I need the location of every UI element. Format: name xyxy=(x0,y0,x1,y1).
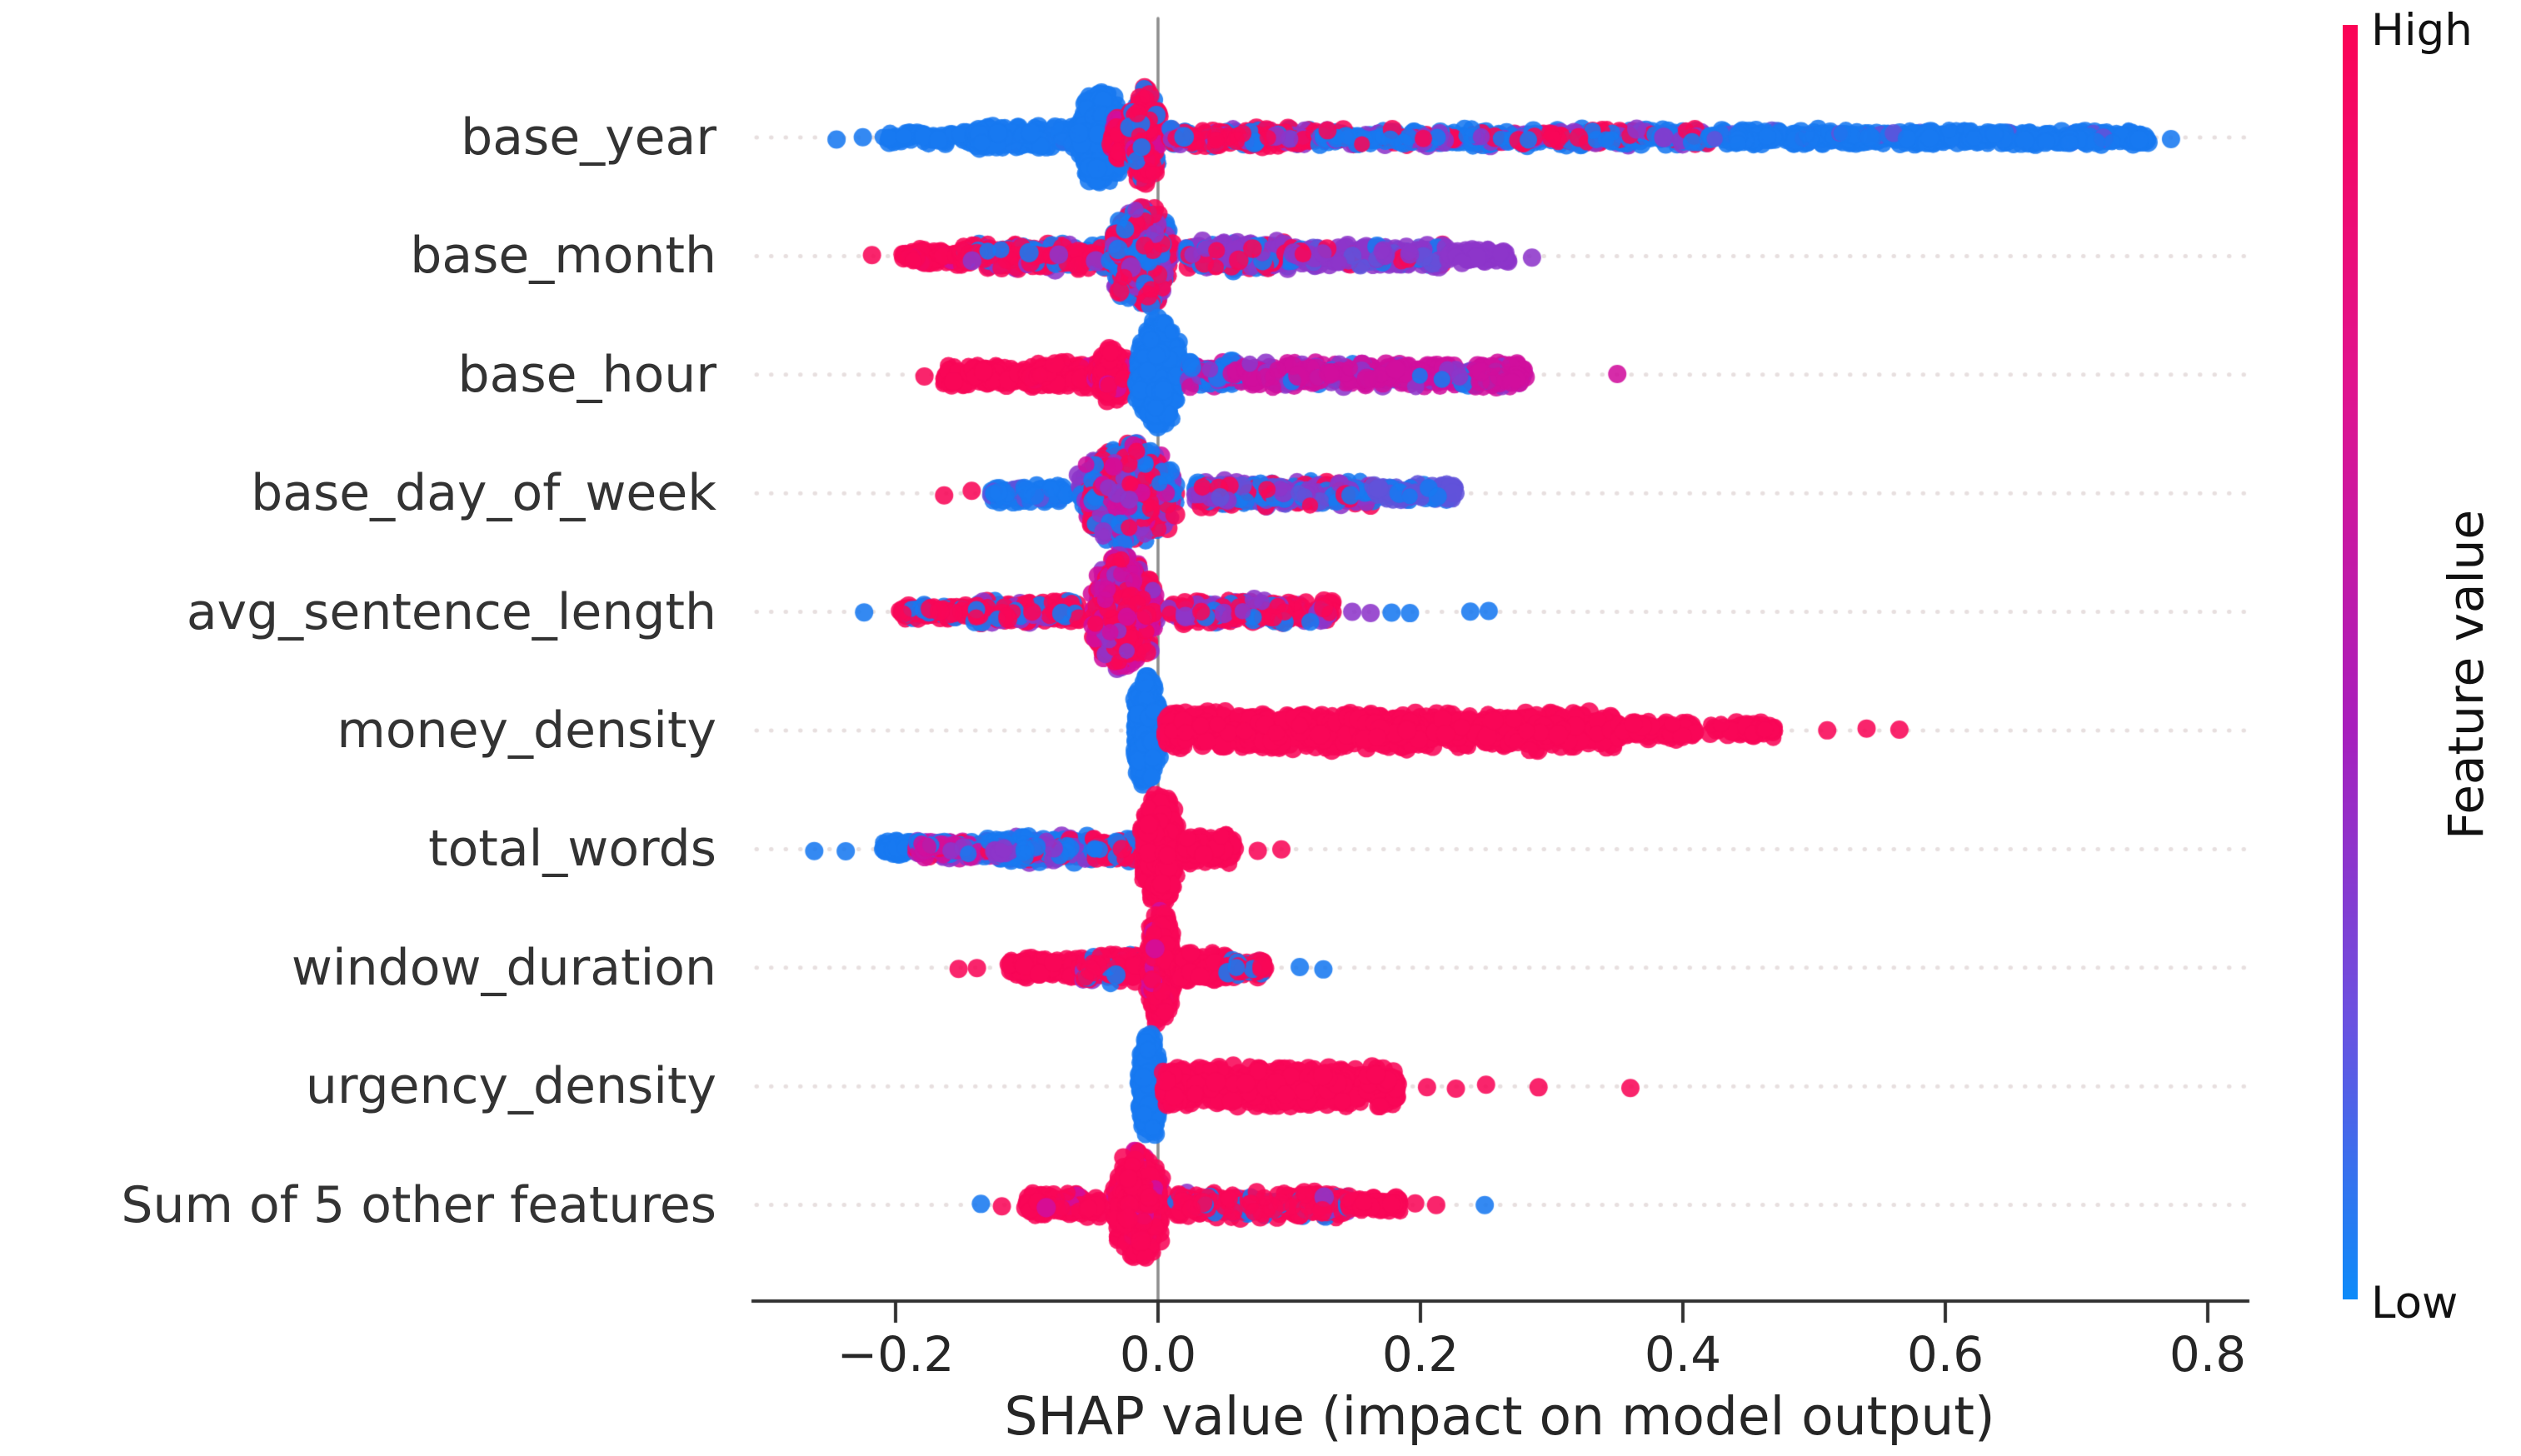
feature-label: base_month xyxy=(410,227,716,286)
colorbar-high-label: High xyxy=(2371,5,2473,56)
feature-value-colorbar xyxy=(2343,25,2358,1299)
colorbar-low-label: Low xyxy=(2371,1278,2459,1329)
feature-label: base_year xyxy=(461,108,716,167)
x-tick-label: 0.0 xyxy=(1119,1326,1197,1383)
feature-label: window_duration xyxy=(291,938,716,997)
feature-label: urgency_density xyxy=(305,1057,716,1116)
x-tick-label: 0.6 xyxy=(1906,1326,1984,1383)
x-tick-label: −0.2 xyxy=(836,1326,955,1383)
feature-label: Sum of 5 other features xyxy=(121,1175,716,1234)
colorbar-title: Feature value xyxy=(2438,509,2494,840)
feature-label: base_day_of_week xyxy=(251,464,716,523)
feature-label: avg_sentence_length xyxy=(186,582,716,641)
feature-label: total_words xyxy=(428,820,716,879)
feature-label: base_hour xyxy=(457,345,716,404)
x-axis-title: SHAP value (impact on model output) xyxy=(1004,1386,1995,1447)
x-tick-label: 0.2 xyxy=(1381,1326,1460,1383)
x-tick-label: 0.4 xyxy=(1644,1326,1722,1383)
feature-label: money_density xyxy=(337,701,716,760)
x-tick-label: 0.8 xyxy=(2169,1326,2247,1383)
